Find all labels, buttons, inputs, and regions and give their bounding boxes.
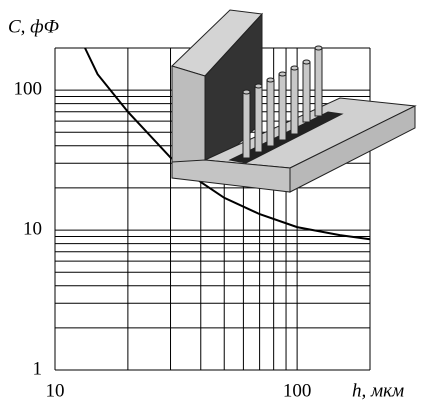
- y-tick-label: 100: [14, 78, 43, 99]
- page: {"chart_data": {"type": "line", "x_label…: [0, 0, 421, 407]
- y-tick-label: 1: [33, 358, 43, 379]
- y-tick-label: 10: [23, 218, 42, 239]
- illustration: [172, 10, 415, 192]
- chart: C, фФ h, мкм 10100110100: [0, 0, 421, 407]
- x-tick-label: 100: [283, 380, 312, 401]
- x-axis-label: h, мкм: [352, 380, 404, 401]
- x-tick-label: 10: [46, 380, 65, 401]
- y-axis-label: C, фФ: [8, 16, 59, 37]
